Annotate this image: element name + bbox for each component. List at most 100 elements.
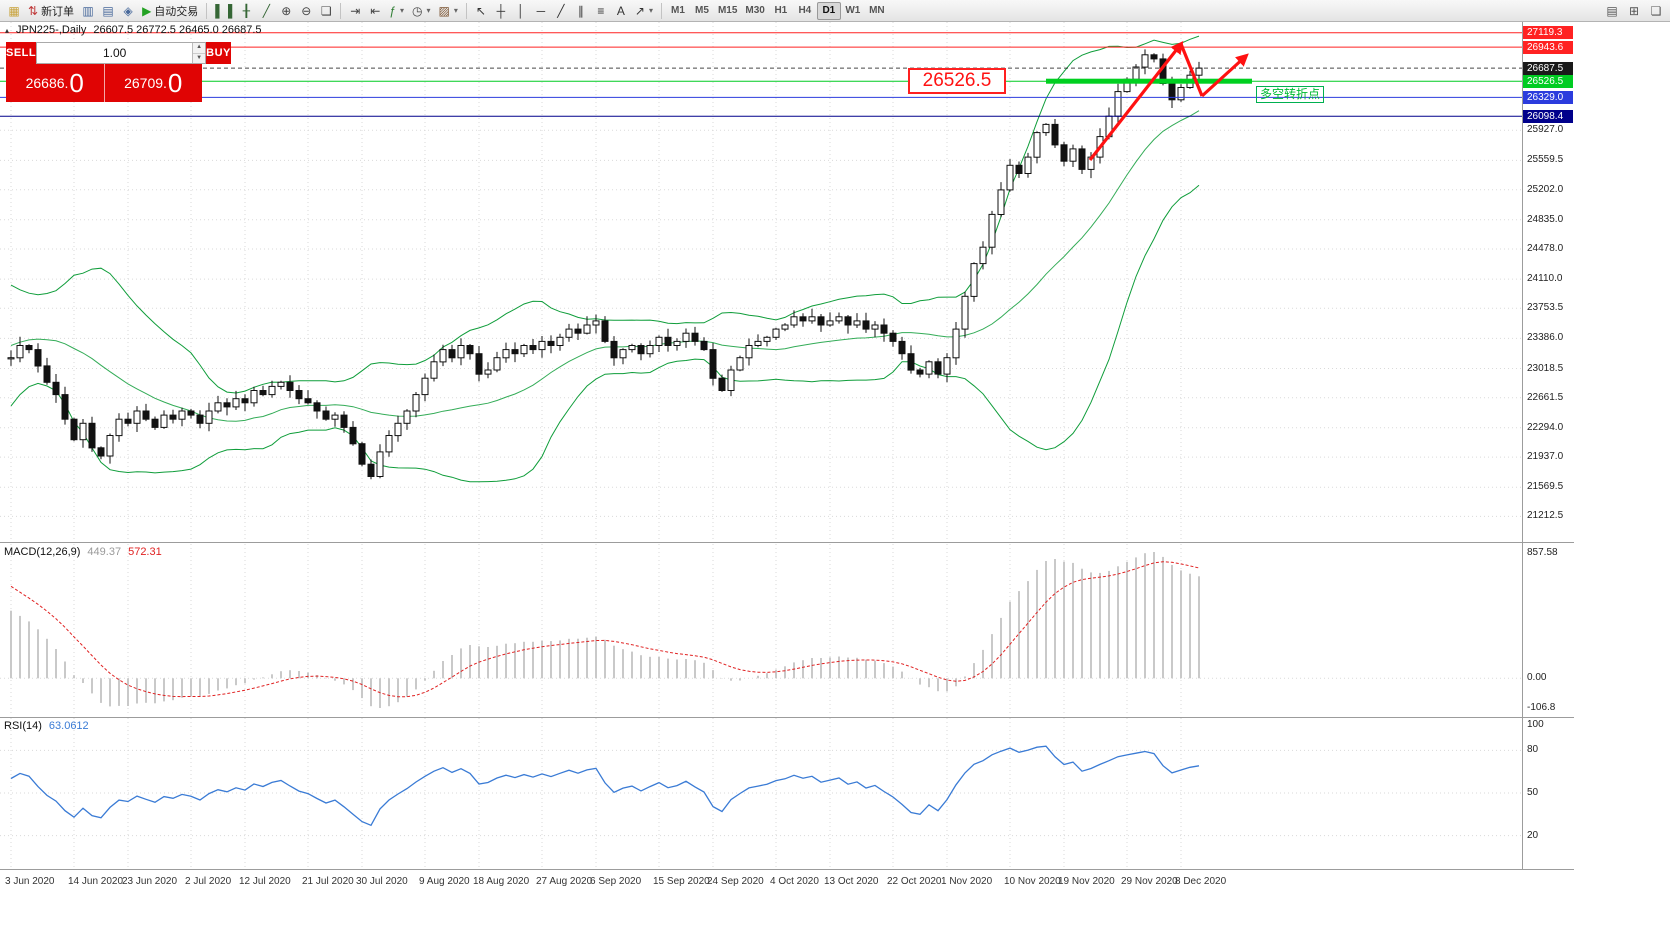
price-scale-label: 25927.0	[1527, 124, 1564, 136]
tile-windows-icon[interactable]: ❏	[316, 2, 336, 20]
time-axis-label: 21 Jul 2020	[302, 876, 354, 887]
toolbar-separator	[206, 2, 208, 19]
toolbar-separator	[465, 2, 467, 19]
window-arrange-icon-glyph: ❏	[1650, 3, 1662, 18]
price-scale-label: 24110.0	[1527, 273, 1563, 285]
price-level-tag: 26329.0	[1523, 90, 1573, 104]
bars-chart-icon[interactable]: ▌▐	[211, 2, 236, 20]
navigator-icon-glyph: ◈	[123, 3, 133, 18]
zoom-out-icon[interactable]: ⊖	[296, 2, 316, 20]
time-axis-label: 12 Jul 2020	[239, 876, 291, 887]
market-watch-icon[interactable]: ▥	[78, 2, 98, 20]
timeframe-m1-button[interactable]: M1	[671, 5, 685, 16]
zoom-in-icon[interactable]: ⊕	[276, 2, 296, 20]
price-axis[interactable]: 25927.0 25559.5 25202.0 24835.0 24478.0 24110…	[1522, 22, 1574, 892]
templates-icon-glyph: ▨	[438, 3, 450, 18]
rsi-axis-label: 20	[1527, 829, 1539, 841]
macd-signal-line	[10, 561, 1200, 698]
zoom-out-icon-glyph: ⊖	[301, 3, 312, 18]
time-axis-label: 8 Dec 2020	[1175, 876, 1227, 887]
volume-spinner: ▲ ▼	[192, 43, 206, 63]
arrows-tool-icon[interactable]: ↗ ▾	[631, 2, 657, 20]
fibonacci-icon[interactable]: ≡	[591, 2, 611, 20]
auto-scroll-icon[interactable]: ⇥	[345, 2, 365, 20]
time-axis-label: 1 Nov 2020	[941, 876, 993, 887]
timeframe-w1-button[interactable]: W1	[845, 5, 861, 16]
time-axis-label: 4 Oct 2020	[770, 876, 819, 887]
indicators-icon[interactable]: ƒ ▾	[385, 2, 408, 20]
dropdown-arrow-icon: ▾	[648, 6, 653, 15]
toolbar-separator	[660, 2, 662, 19]
crosshair-icon[interactable]: ┼	[491, 2, 511, 20]
macd-main-value: 449.37	[87, 546, 122, 558]
volume-input[interactable]	[37, 43, 193, 63]
timeframe-m5-button[interactable]: M5	[695, 5, 709, 16]
buy-price-display[interactable]: 26709. 0	[103, 64, 203, 102]
price-scale-label: 21937.0	[1527, 451, 1564, 463]
timeframe-h1-button[interactable]: H1	[774, 5, 788, 16]
candlestick-chart-icon[interactable]: ╂	[236, 2, 256, 20]
horizontal-line-icon-glyph: ─	[536, 3, 546, 18]
timeframe-h4-button[interactable]: H4	[798, 5, 812, 16]
vertical-line-icon-glyph: │	[517, 3, 525, 18]
templates-icon[interactable]: ▨ ▾	[435, 2, 462, 20]
print-preview-icon[interactable]: ⊞	[1624, 2, 1644, 20]
chart-shift-icon[interactable]: ⇤	[365, 2, 385, 20]
sell-button[interactable]: SELL	[6, 42, 37, 64]
price-level-tag: 26526.5	[1523, 74, 1573, 88]
time-axis-label: 22 Oct 2020	[887, 876, 942, 887]
price-scale-label: 23753.5	[1527, 302, 1564, 314]
grid-lines	[0, 22, 1522, 868]
vertical-line-icon[interactable]: │	[511, 2, 531, 20]
channel-icon[interactable]: ∥	[571, 2, 591, 20]
timeframe-d1-button[interactable]: D1	[816, 1, 841, 20]
time-axis-label: 18 Aug 2020	[473, 876, 530, 887]
chart-shift-icon-glyph: ⇤	[370, 3, 381, 18]
dropdown-arrow-icon: ▾	[453, 6, 458, 15]
volume-decrease-button[interactable]: ▼	[193, 53, 206, 63]
timeframe-m15-button[interactable]: M15	[717, 5, 738, 16]
time-axis-label: 19 Nov 2020	[1058, 876, 1115, 887]
data-window-icon[interactable]: ▤	[98, 2, 118, 20]
line-chart-icon[interactable]: ╱	[256, 2, 276, 20]
timeframe-mn-button[interactable]: MN	[869, 5, 885, 16]
autotrading-button[interactable]: ▶ 自动交易	[138, 2, 202, 20]
horizontal-level-lines[interactable]	[0, 32, 1522, 117]
time-axis-label: 30 Jul 2020	[356, 876, 408, 887]
price-scale-label: 25202.0	[1527, 183, 1564, 195]
volume-field: ▲ ▼	[36, 42, 207, 64]
time-axis-label: 27 Aug 2020	[536, 876, 593, 887]
volume-increase-button[interactable]: ▲	[193, 43, 206, 54]
main-toolbar: ▦ ⇅ 新订单 ▥ ▤ ◈ ▶ 自动交易 ▌▐ ╂ ╱ ⊕ ⊖ ❏ ⇥ ⇤ ƒ ▾ ◷ ▾ ▨ ▾ ↖ ┼ │ ─ ╱ ∥ ≡ A ↗ ▾ M1…	[0, 0, 1670, 22]
price-scale-label: 25559.5	[1527, 154, 1564, 166]
price-scale-label: 22661.5	[1527, 391, 1564, 403]
new-order-button[interactable]: ⇅ 新订单	[24, 2, 78, 20]
price-scale-label: 23386.0	[1527, 332, 1564, 344]
periods-icon[interactable]: ◷ ▾	[408, 2, 435, 20]
tile-windows-icon-glyph: ❏	[320, 3, 332, 18]
navigator-icon[interactable]: ◈	[118, 2, 138, 20]
buy-button[interactable]: BUY	[206, 42, 231, 64]
macd-signal-value: 572.31	[128, 546, 162, 558]
print-icon[interactable]: ▤	[1602, 2, 1622, 20]
horizontal-line-icon[interactable]: ─	[531, 2, 551, 20]
rsi-line	[10, 745, 1200, 827]
macd-name: MACD(12,26,9)	[4, 546, 81, 558]
text-icon[interactable]: A	[611, 2, 631, 20]
cursor-icon[interactable]: ↖	[471, 2, 491, 20]
price-scale-label: 21212.5	[1527, 510, 1564, 522]
trend-arrows-annotation[interactable]	[1088, 40, 1249, 161]
time-axis-label: 2 Jul 2020	[185, 876, 232, 887]
price-scale-label: 24478.0	[1527, 243, 1564, 254]
trendline-icon[interactable]: ╱	[551, 2, 571, 20]
sell-price-display[interactable]: 26686. 0	[25, 68, 84, 98]
symbol-icon[interactable]: ▦	[4, 2, 24, 20]
time-axis-label: 23 Jun 2020	[122, 876, 177, 887]
window-arrange-icon[interactable]: ❏	[1646, 2, 1666, 20]
chart-window[interactable]: 3 Jun 2020 14 Jun 2020 23 Jun 2020 2 Jul 20…	[0, 22, 1670, 942]
timeframe-m30-button[interactable]: M30	[745, 5, 765, 16]
price-level-tag: 26098.4	[1523, 109, 1573, 123]
